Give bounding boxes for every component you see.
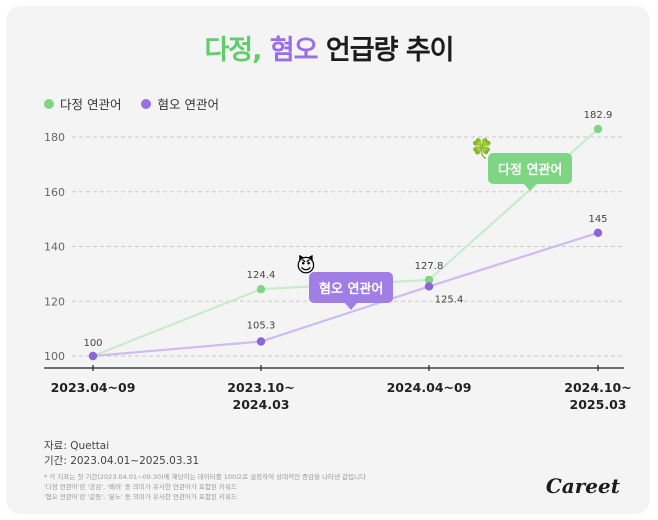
legend-dot-positive	[44, 98, 54, 109]
footnote: '다정 연관어'란 '공감', '배려' 등 의미가 유사한 연관어가 포함된 …	[44, 483, 237, 491]
negative-series-line	[92, 231, 599, 358]
legend-label-negative: 혐오 연관어	[157, 97, 219, 112]
negative-data-point	[593, 228, 603, 238]
data-label: 127.8	[415, 261, 444, 272]
y-tick-label: 180	[44, 131, 65, 144]
devil-face-icon: 😈	[296, 255, 316, 277]
data-label: 145	[588, 214, 607, 225]
legend: 다정 연관어 혐오 연관어	[44, 94, 235, 113]
data-label: 125.4	[435, 294, 464, 305]
positive-data-point	[593, 124, 603, 134]
title-rest: 언급량 추이	[325, 35, 455, 66]
title-positive: 다정,	[204, 35, 262, 66]
y-tick-label: 160	[44, 186, 65, 199]
positive-data-point	[256, 285, 266, 294]
source-info: 자료: Quettai 기간: 2023.04.01~2025.03.31	[44, 439, 199, 469]
brand-logo: Careet	[545, 474, 620, 498]
footnotes: * 각 지표는 첫 기간(2023.04.01~09.30)에 해당하는 데이터…	[44, 472, 366, 502]
x-tick-label: 2024.04~09	[386, 380, 472, 395]
chart-title: 다정, 혐오 언급량 추이	[0, 28, 658, 67]
data-label: 124.4	[247, 270, 276, 281]
negative-data-point	[256, 337, 266, 346]
y-tick-label: 140	[44, 241, 65, 254]
legend-item-positive: 다정 연관어	[44, 94, 121, 113]
negative-data-point	[424, 282, 434, 291]
period-line: 기간: 2023.04.01~2025.03.31	[44, 455, 200, 467]
title-negative: 혐오	[269, 35, 319, 66]
footnote: * 각 지표는 첫 기간(2023.04.01~09.30)에 해당하는 데이터…	[44, 473, 367, 481]
legend-item-negative: 혐오 연관어	[141, 94, 219, 113]
x-tick-label: 2023.04~09	[50, 380, 136, 395]
legend-dot-negative	[141, 98, 152, 109]
negative-data-point	[88, 351, 98, 361]
data-label: 182.9	[584, 110, 613, 121]
callout-negative: 혐오 연관어	[309, 272, 394, 310]
y-tick-label: 120	[44, 295, 65, 308]
data-label: 105.3	[247, 320, 276, 331]
y-tick-label: 100	[44, 350, 65, 363]
clover-icon: 🍀	[470, 138, 494, 160]
chart-card	[6, 6, 650, 514]
callout-positive: 다정 연관어	[488, 153, 573, 191]
data-label: 100	[83, 338, 102, 349]
source-line: 자료: Quettai	[44, 440, 110, 452]
footnote: '혐오 연관어'란 '갈등', '분노' 등 의미가 유사한 연관어가 포함된 …	[44, 493, 237, 501]
positive-data-point	[424, 275, 434, 285]
legend-label-positive: 다정 연관어	[60, 97, 122, 112]
x-tick-label: 2024.10~ 2025.03	[564, 380, 632, 412]
x-tick-label: 2023.10~ 2024.03	[227, 380, 295, 412]
